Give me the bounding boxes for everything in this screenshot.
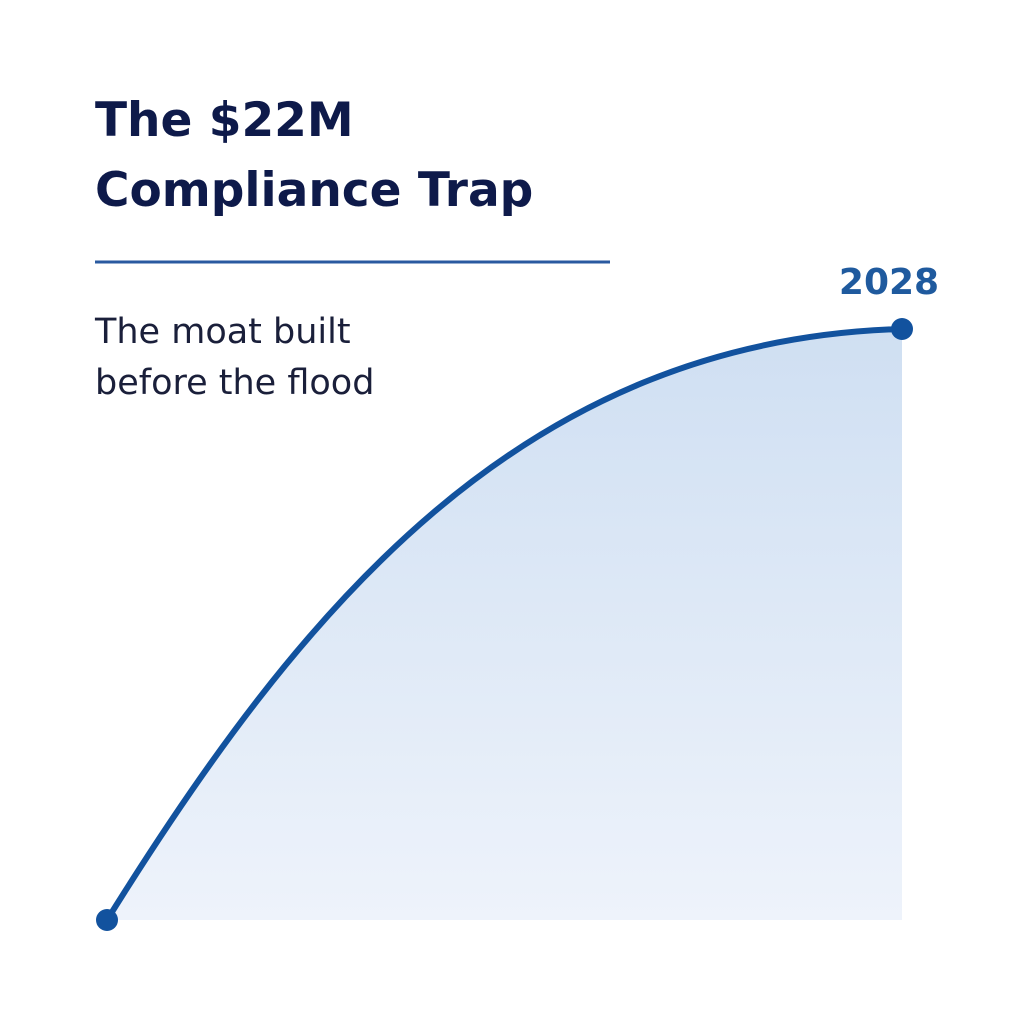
end-label: 2028 <box>839 262 939 303</box>
end-dot <box>891 318 913 340</box>
title-line: Compliance Trap <box>95 163 533 218</box>
growth-curve <box>104 326 905 923</box>
area <box>107 329 902 920</box>
title-line: The $22M <box>95 93 354 148</box>
subtitle-line: The moat built <box>94 312 351 352</box>
start-dot <box>96 909 118 931</box>
subtitle-line: before the flood <box>95 363 374 403</box>
